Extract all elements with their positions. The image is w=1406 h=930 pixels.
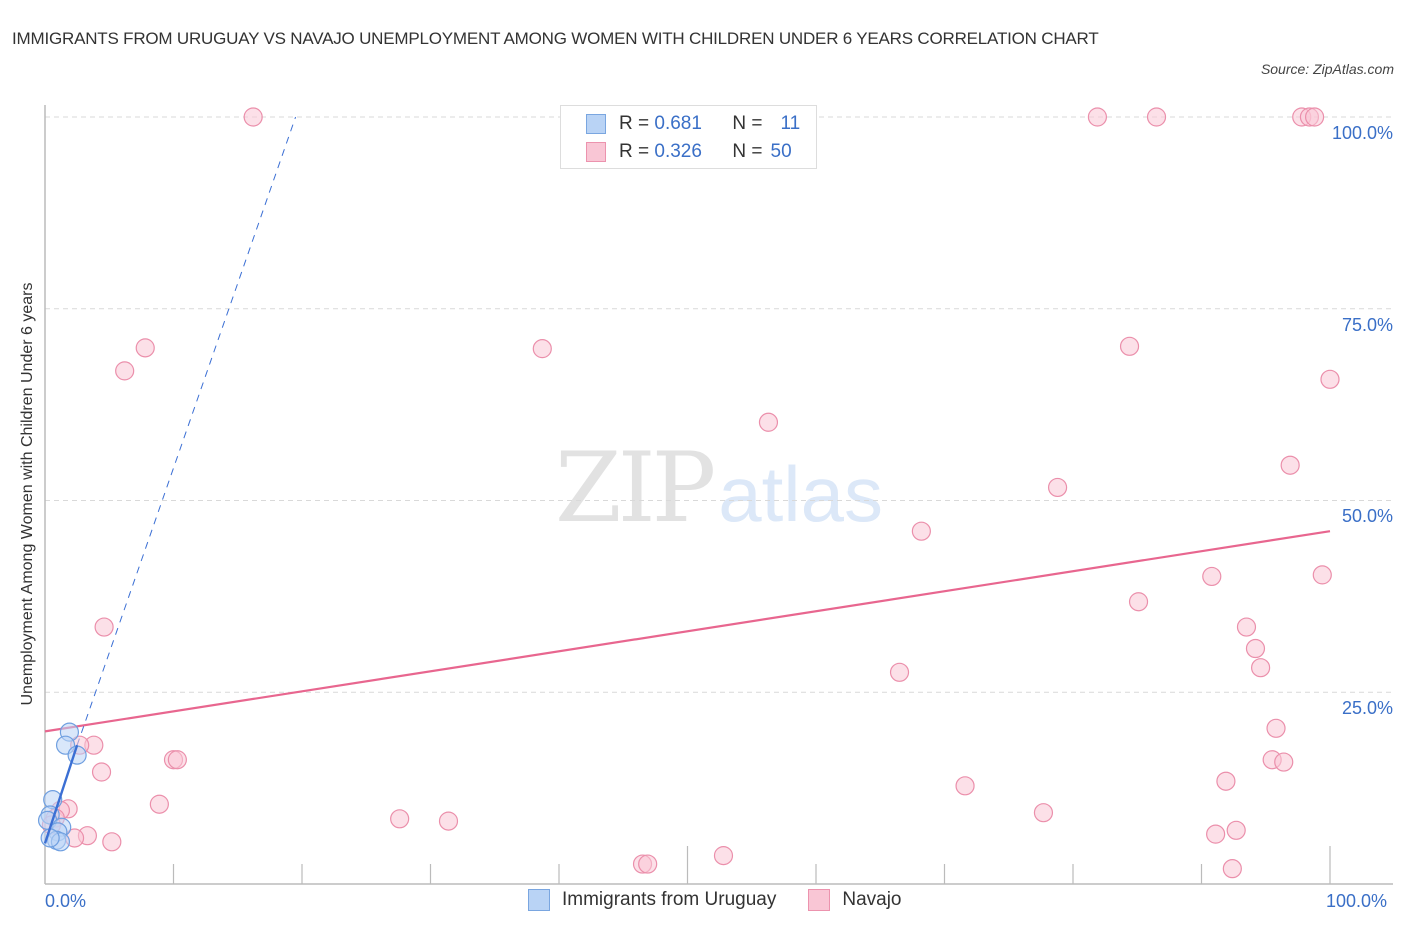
- navajo-trend-line: [44, 530, 1331, 733]
- navajo-point: [102, 832, 122, 852]
- navajo-point: [1304, 107, 1325, 127]
- legend-item-uruguay[interactable]: Immigrants from Uruguay: [528, 889, 776, 911]
- uruguay-trend-line: [43, 744, 79, 844]
- y-tick-25: 25.0%: [1341, 698, 1393, 718]
- navajo-point: [1206, 824, 1226, 844]
- stats-row-uruguay: R = 0.681 N = 11: [586, 111, 800, 137]
- navajo-point: [115, 361, 135, 381]
- navajo-point: [758, 412, 779, 432]
- navajo-point: [167, 750, 187, 770]
- navajo-point: [91, 762, 112, 782]
- navajo-swatch: [586, 142, 606, 162]
- navajo-point: [1251, 658, 1271, 678]
- legend-swatch-uruguay: [528, 889, 550, 911]
- navajo-point: [1222, 859, 1242, 879]
- r-label: R =: [619, 141, 650, 162]
- navajo-point: [1146, 107, 1167, 127]
- legend-label-uruguay: Immigrants from Uruguay: [562, 889, 777, 910]
- x-tick-100: 100.0%: [1326, 891, 1388, 911]
- navajo-point: [889, 662, 910, 682]
- navajo-point: [243, 107, 263, 127]
- navajo-point: [713, 846, 734, 866]
- navajo-point: [1033, 803, 1054, 823]
- navajo-point: [911, 521, 931, 541]
- navajo-point: [1226, 820, 1246, 840]
- n-value: 50: [770, 141, 792, 162]
- navajo-point: [390, 809, 410, 829]
- navajo-point: [1128, 592, 1149, 612]
- x-tick-0: 0.0%: [45, 891, 87, 911]
- navajo-point: [638, 854, 658, 874]
- navajo-point: [1245, 638, 1266, 659]
- navajo-point: [1087, 107, 1108, 127]
- r-value: 0.326: [654, 141, 702, 162]
- legend-item-navajo[interactable]: Navajo: [808, 889, 902, 911]
- n-label: N =: [732, 113, 763, 134]
- source-label: Source: ZipAtlas.com: [1260, 61, 1394, 77]
- gridlines: [45, 116, 1393, 693]
- navajo-point: [438, 811, 459, 831]
- legend-swatch-navajo: [808, 889, 831, 911]
- chart-title: IMMIGRANTS FROM URUGUAY VS NAVAJO UNEMPL…: [12, 29, 1099, 48]
- axes: [44, 105, 1393, 885]
- uruguay-swatch: [586, 114, 606, 134]
- navajo-point: [149, 794, 169, 814]
- uruguay-point: [40, 828, 60, 848]
- navajo-point: [1320, 369, 1340, 389]
- navajo-point: [1280, 455, 1300, 475]
- navajo-point: [1119, 336, 1140, 356]
- r-value: 0.681: [654, 113, 702, 134]
- r-label: R =: [619, 113, 650, 134]
- n-value: 11: [780, 113, 801, 134]
- navajo-point: [135, 338, 155, 358]
- legend-label-navajo: Navajo: [842, 889, 902, 910]
- navajo-point: [1202, 566, 1222, 587]
- navajo-point: [1047, 477, 1068, 498]
- y-axis-label: Unemployment Among Women with Children U…: [19, 282, 36, 706]
- stats-row-navajo: R = 0.326 N = 50: [586, 139, 792, 165]
- navajo-point: [1236, 617, 1257, 637]
- data-points: [37, 107, 1340, 879]
- navajo-point: [955, 776, 975, 796]
- navajo-point: [1312, 565, 1332, 585]
- navajo-point: [1216, 771, 1236, 791]
- y-tick-100: 100.0%: [1331, 123, 1393, 143]
- navajo-point: [94, 617, 114, 637]
- correlation-stats-box: R = 0.681 N = 11 R = 0.326 N = 50: [560, 105, 817, 169]
- trend-lines: [44, 116, 1331, 746]
- navajo-point: [1274, 752, 1294, 772]
- y-tick-50: 50.0%: [1341, 506, 1393, 526]
- y-tick-75: 75.0%: [1341, 315, 1393, 335]
- navajo-point: [1266, 718, 1286, 738]
- chart-legend: Immigrants from Uruguay Navajo: [528, 889, 934, 911]
- uruguay-trend-extension: [76, 116, 297, 746]
- n-label: N =: [732, 141, 763, 162]
- navajo-point: [532, 339, 552, 359]
